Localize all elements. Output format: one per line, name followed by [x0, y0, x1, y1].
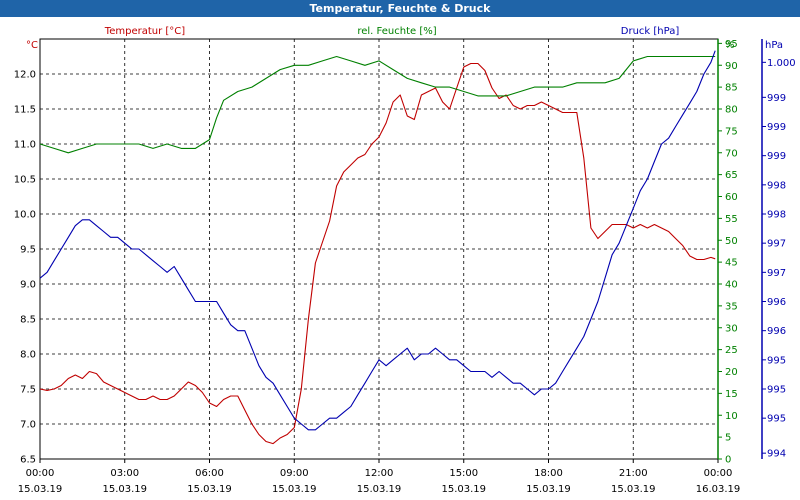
pressure-line — [39, 50, 716, 431]
y-left-tick: 9.5 — [20, 245, 36, 256]
y-left-tick: 8.5 — [20, 315, 36, 326]
y-right2-tick: 994 — [767, 449, 786, 460]
y-right2-unit: hPa — [765, 40, 783, 51]
y-right2-tick: 999 — [767, 93, 786, 104]
x-tick-time: 15:00 — [449, 468, 478, 479]
y-right2-tick: 996 — [767, 297, 786, 308]
humidity-line — [39, 55, 716, 154]
y-right1-tick: 60 — [725, 192, 738, 203]
x-tick-time: 21:00 — [619, 468, 648, 479]
y-right1-tick: 0 — [725, 455, 731, 466]
y-right2-tick: 997 — [767, 239, 786, 250]
y-right2-tick: 995 — [767, 385, 786, 396]
y-left-tick: 6.5 — [20, 455, 36, 466]
legend-pressure: Druck [hPa] — [621, 26, 680, 37]
x-tick-time: 03:00 — [110, 468, 139, 479]
y-right1-tick: 50 — [725, 236, 738, 247]
y-right2-tick: 996 — [767, 326, 786, 337]
y-right1-tick: 80 — [725, 105, 738, 116]
temperature-line — [39, 62, 716, 445]
legend-temperature: Temperatur [°C] — [104, 26, 185, 37]
y-right1-tick: 35 — [725, 301, 738, 312]
x-tick-time: 00:00 — [704, 468, 733, 479]
y-right1-tick: 5 — [725, 433, 731, 444]
y-right1-tick: 70 — [725, 148, 738, 159]
y-right1-tick: 95 — [725, 39, 738, 50]
x-tick-date: 15.03.19 — [526, 484, 571, 495]
y-left-tick: 11.0 — [14, 140, 36, 151]
y-left-tick: 8.0 — [20, 350, 36, 361]
x-tick-date: 15.03.19 — [611, 484, 656, 495]
x-tick-date: 15.03.19 — [18, 484, 63, 495]
x-tick-time: 00:00 — [26, 468, 55, 479]
x-tick-time: 12:00 — [365, 468, 394, 479]
y-left-tick: 7.0 — [20, 420, 36, 431]
y-right1-tick: 85 — [725, 83, 738, 94]
y-right1-tick: 40 — [725, 280, 738, 291]
x-tick-date: 15.03.19 — [102, 484, 147, 495]
x-tick-date: 15.03.19 — [187, 484, 232, 495]
x-tick-date: 16.03.19 — [696, 484, 741, 495]
y-right1-tick: 55 — [725, 214, 738, 225]
y-right2-tick: 995 — [767, 355, 786, 366]
x-tick-date: 15.03.19 — [272, 484, 317, 495]
x-tick-time: 06:00 — [195, 468, 224, 479]
y-left-tick: 10.0 — [14, 210, 36, 221]
y-right2-tick: 1.000 — [767, 58, 796, 69]
y-left-tick: 12.0 — [14, 70, 36, 81]
window-titlebar: Temperatur, Feuchte & Druck — [0, 0, 800, 17]
y-right1-tick: 90 — [725, 61, 738, 72]
y-right1-tick: 75 — [725, 126, 738, 137]
y-right2-tick: 995 — [767, 414, 786, 425]
y-right2-tick: 999 — [767, 122, 786, 133]
x-tick-time: 18:00 — [534, 468, 563, 479]
y-right1-tick: 45 — [725, 258, 738, 269]
y-left-tick: 7.5 — [20, 385, 36, 396]
y-right1-tick: 30 — [725, 323, 738, 334]
window-title: Temperatur, Feuchte & Druck — [309, 2, 491, 15]
y-right1-tick: 65 — [725, 170, 738, 181]
y-left-tick: 10.5 — [14, 175, 36, 186]
x-tick-date: 15.03.19 — [441, 484, 486, 495]
y-right2-tick: 999 — [767, 151, 786, 162]
y-right2-tick: 998 — [767, 180, 786, 191]
y-right1-tick: 15 — [725, 389, 738, 400]
x-tick-date: 15.03.19 — [357, 484, 402, 495]
y-right2-tick: 998 — [767, 210, 786, 221]
y-right1-tick: 10 — [725, 411, 738, 422]
y-right2-tick: 997 — [767, 268, 786, 279]
y-right1-tick: 25 — [725, 345, 738, 356]
legend-humidity: rel. Feuchte [%] — [357, 26, 436, 37]
x-tick-time: 09:00 — [280, 468, 309, 479]
y-right1-tick: 20 — [725, 367, 738, 378]
y-left-tick: 11.5 — [14, 105, 36, 116]
y-left-unit: °C — [26, 40, 38, 51]
y-right1-unit: % — [725, 40, 735, 51]
y-left-tick: 9.0 — [20, 280, 36, 291]
